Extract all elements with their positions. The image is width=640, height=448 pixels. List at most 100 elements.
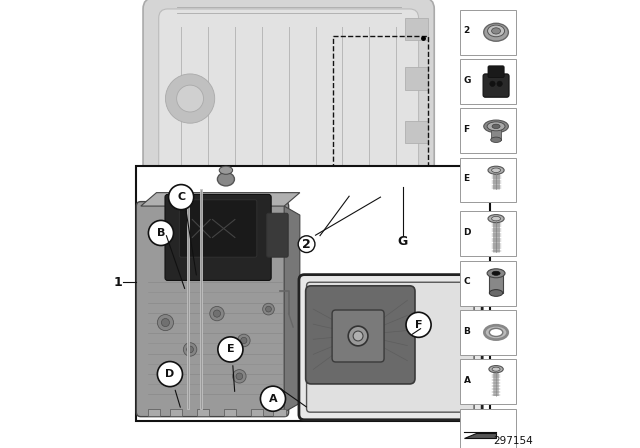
FancyBboxPatch shape <box>306 286 415 384</box>
Text: A: A <box>463 376 470 385</box>
Polygon shape <box>284 206 300 412</box>
Circle shape <box>490 81 495 86</box>
Bar <box>333 36 428 197</box>
Circle shape <box>260 386 285 411</box>
Circle shape <box>157 314 173 331</box>
Bar <box>148 409 160 416</box>
Circle shape <box>353 331 363 341</box>
Text: E: E <box>463 174 470 183</box>
Circle shape <box>159 366 172 378</box>
Bar <box>170 409 182 416</box>
Bar <box>405 121 428 143</box>
Ellipse shape <box>219 166 233 174</box>
Ellipse shape <box>488 166 504 174</box>
Circle shape <box>148 220 173 246</box>
FancyBboxPatch shape <box>299 275 482 420</box>
FancyBboxPatch shape <box>179 200 257 257</box>
Text: E: E <box>227 345 234 354</box>
FancyBboxPatch shape <box>165 194 271 280</box>
FancyBboxPatch shape <box>307 282 474 412</box>
Ellipse shape <box>492 168 500 172</box>
Text: D: D <box>165 369 175 379</box>
Ellipse shape <box>484 325 508 340</box>
Text: 1: 1 <box>113 276 122 289</box>
FancyBboxPatch shape <box>159 9 419 179</box>
Circle shape <box>237 334 250 347</box>
Ellipse shape <box>488 25 504 37</box>
Text: 297154: 297154 <box>493 436 532 446</box>
Text: 2: 2 <box>302 237 311 251</box>
Bar <box>460 409 516 448</box>
Ellipse shape <box>490 290 503 297</box>
Polygon shape <box>141 193 300 206</box>
Ellipse shape <box>491 137 502 142</box>
Text: A: A <box>269 394 277 404</box>
Bar <box>136 166 490 421</box>
Text: 2: 2 <box>463 26 470 35</box>
Bar <box>460 261 516 306</box>
Text: C: C <box>463 277 470 286</box>
Ellipse shape <box>492 28 500 34</box>
Ellipse shape <box>492 124 500 129</box>
Bar <box>221 170 333 188</box>
Bar <box>224 409 236 416</box>
Ellipse shape <box>492 367 500 371</box>
Bar <box>460 10 516 55</box>
Circle shape <box>161 319 170 327</box>
Bar <box>460 359 516 404</box>
Text: F: F <box>415 320 422 330</box>
Text: G: G <box>463 76 471 85</box>
Text: G: G <box>397 235 408 249</box>
Ellipse shape <box>484 23 508 41</box>
Circle shape <box>157 362 182 387</box>
Bar <box>460 108 516 153</box>
Circle shape <box>266 306 271 312</box>
Circle shape <box>177 85 204 112</box>
Circle shape <box>187 346 193 353</box>
Bar <box>491 126 502 140</box>
Circle shape <box>497 81 502 86</box>
FancyBboxPatch shape <box>267 213 288 257</box>
Circle shape <box>218 337 243 362</box>
Circle shape <box>241 337 247 344</box>
Text: B: B <box>463 327 470 336</box>
Ellipse shape <box>218 172 234 186</box>
Polygon shape <box>465 433 496 438</box>
Circle shape <box>166 74 215 123</box>
Bar <box>460 158 516 202</box>
Circle shape <box>262 303 275 315</box>
Circle shape <box>213 310 221 317</box>
Ellipse shape <box>487 122 505 131</box>
Ellipse shape <box>484 120 508 133</box>
FancyBboxPatch shape <box>488 66 504 78</box>
Bar <box>405 67 428 90</box>
Bar <box>273 409 285 416</box>
Circle shape <box>210 306 224 321</box>
Circle shape <box>348 326 368 346</box>
FancyBboxPatch shape <box>483 74 509 97</box>
Ellipse shape <box>492 216 500 221</box>
Bar <box>405 18 428 40</box>
Ellipse shape <box>492 271 500 275</box>
Ellipse shape <box>487 269 505 278</box>
Ellipse shape <box>490 328 503 336</box>
Bar <box>197 409 209 416</box>
Text: D: D <box>463 228 471 237</box>
Text: B: B <box>157 228 165 238</box>
Bar <box>460 310 516 355</box>
Bar <box>460 211 516 256</box>
Circle shape <box>406 312 431 337</box>
Text: C: C <box>177 192 185 202</box>
Bar <box>490 273 503 293</box>
Ellipse shape <box>489 366 503 373</box>
Circle shape <box>184 343 197 356</box>
Circle shape <box>236 373 243 380</box>
FancyBboxPatch shape <box>143 0 435 199</box>
FancyBboxPatch shape <box>136 202 289 417</box>
Bar <box>460 59 516 104</box>
FancyBboxPatch shape <box>332 310 384 362</box>
Ellipse shape <box>488 215 504 223</box>
Circle shape <box>233 370 246 383</box>
Bar <box>251 409 263 416</box>
Circle shape <box>168 185 194 210</box>
